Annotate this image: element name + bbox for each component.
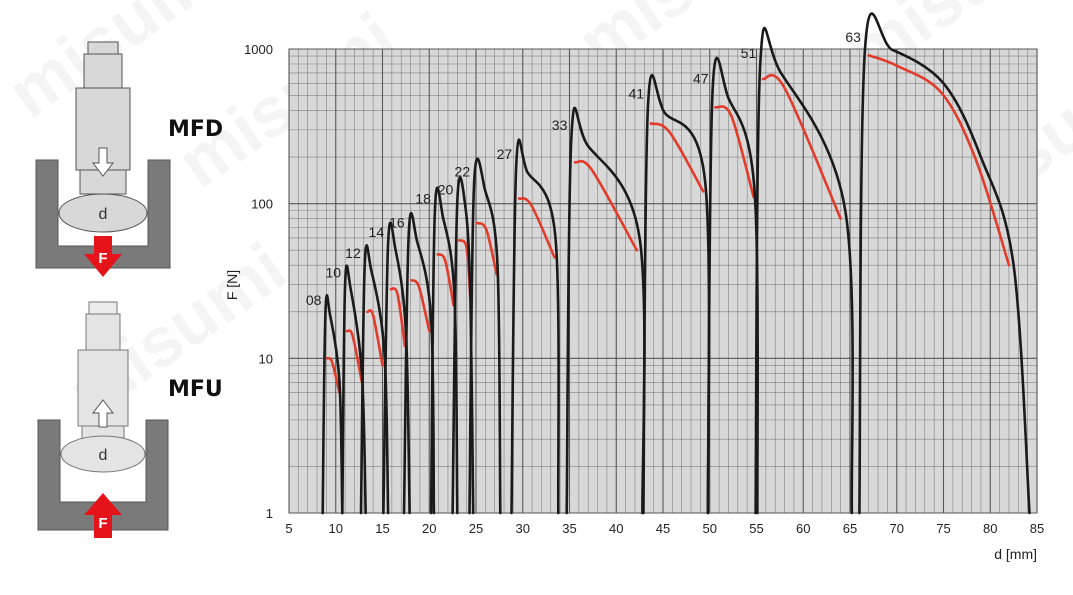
mfu-size-label: d xyxy=(99,447,108,464)
red-curve-14 xyxy=(389,287,407,348)
plot-frame xyxy=(288,48,1038,514)
x-tick-label: 15 xyxy=(375,521,389,536)
red-curve-63 xyxy=(867,54,1011,267)
size-label-08: 08 xyxy=(306,292,322,308)
mfd-size-label: d xyxy=(99,206,108,223)
red-curve-41 xyxy=(649,122,705,193)
mfu-diagram: d F MFU xyxy=(37,301,223,538)
down-arrow-icon xyxy=(91,147,115,177)
x-tick-label: 20 xyxy=(422,521,436,536)
y-tick-label: 10 xyxy=(259,351,273,366)
size-label-33: 33 xyxy=(552,117,568,133)
mode-diagrams: d F MFD d F MFU xyxy=(35,41,223,538)
mfd-force-label: F xyxy=(98,250,107,267)
size-label-14: 14 xyxy=(369,224,385,240)
x-tick-label: 40 xyxy=(609,521,623,536)
force-arrow-down-icon xyxy=(84,236,122,277)
y-tick-label: 100 xyxy=(251,197,273,212)
size-label-20: 20 xyxy=(438,182,454,198)
x-tick-label: 35 xyxy=(562,521,576,536)
black-curve-10 xyxy=(341,264,367,515)
red-curve-12 xyxy=(366,309,384,367)
size-label-41: 41 xyxy=(628,86,644,102)
size-label-27: 27 xyxy=(497,146,513,162)
x-tick-label: 30 xyxy=(516,521,530,536)
size-label-10: 10 xyxy=(326,265,342,281)
size-label-63: 63 xyxy=(845,29,861,45)
y-tick-label: 1000 xyxy=(244,42,273,57)
red-curve-08 xyxy=(326,356,341,394)
mfd-mode-label: MFD xyxy=(168,117,223,142)
mfd-stem xyxy=(83,53,123,89)
x-tick-label: 70 xyxy=(890,521,904,536)
black-curve-22 xyxy=(468,157,502,515)
size-label-22: 22 xyxy=(455,164,471,180)
x-tick-label: 45 xyxy=(656,521,670,536)
red-curve-16 xyxy=(410,278,431,333)
red-curve-18 xyxy=(436,253,455,307)
y-axis-label: F [N] xyxy=(224,270,240,300)
x-tick-label: 25 xyxy=(469,521,483,536)
black-curve-63 xyxy=(858,12,1031,515)
red-curve-33 xyxy=(573,159,639,252)
size-label-16: 16 xyxy=(389,215,405,231)
red-curve-47 xyxy=(714,105,755,199)
red-curve-22 xyxy=(475,221,498,276)
mfd-head xyxy=(58,193,148,233)
size-label-47: 47 xyxy=(693,70,709,86)
mfu-force-label: F xyxy=(98,515,107,532)
size-label-18: 18 xyxy=(415,191,431,207)
x-axis-label: d [mm] xyxy=(994,546,1037,562)
red-curve-27 xyxy=(517,197,556,259)
x-tick-label: 50 xyxy=(703,521,717,536)
force-arrow-up-icon xyxy=(84,493,122,538)
x-tick-label: 65 xyxy=(843,521,857,536)
x-tick-label: 85 xyxy=(1030,521,1044,536)
mfu-stem xyxy=(85,313,121,351)
x-tick-label: 80 xyxy=(983,521,997,536)
black-curve-51 xyxy=(754,26,854,515)
red-curve-10 xyxy=(345,329,364,384)
size-label-51: 51 xyxy=(741,45,757,61)
mfd-diagram: d F MFD xyxy=(35,41,223,277)
x-tick-label: 5 xyxy=(285,521,292,536)
x-tick-label: 60 xyxy=(796,521,810,536)
black-curve-14 xyxy=(382,221,411,515)
up-arrow-icon xyxy=(91,399,115,428)
x-tick-label: 55 xyxy=(749,521,763,536)
black-curve-12 xyxy=(359,244,390,515)
size-label-12: 12 xyxy=(345,245,361,261)
x-tick-label: 10 xyxy=(329,521,343,536)
y-tick-label: 1 xyxy=(266,506,273,521)
black-curve-08 xyxy=(321,294,344,515)
mfu-mode-label: MFU xyxy=(168,377,223,402)
black-curve-27 xyxy=(510,138,560,515)
mfu-head xyxy=(60,435,146,473)
x-tick-label: 75 xyxy=(936,521,950,536)
black-curve-18 xyxy=(429,186,459,515)
red-curve-51 xyxy=(761,73,842,220)
mfu-housing xyxy=(37,419,169,531)
